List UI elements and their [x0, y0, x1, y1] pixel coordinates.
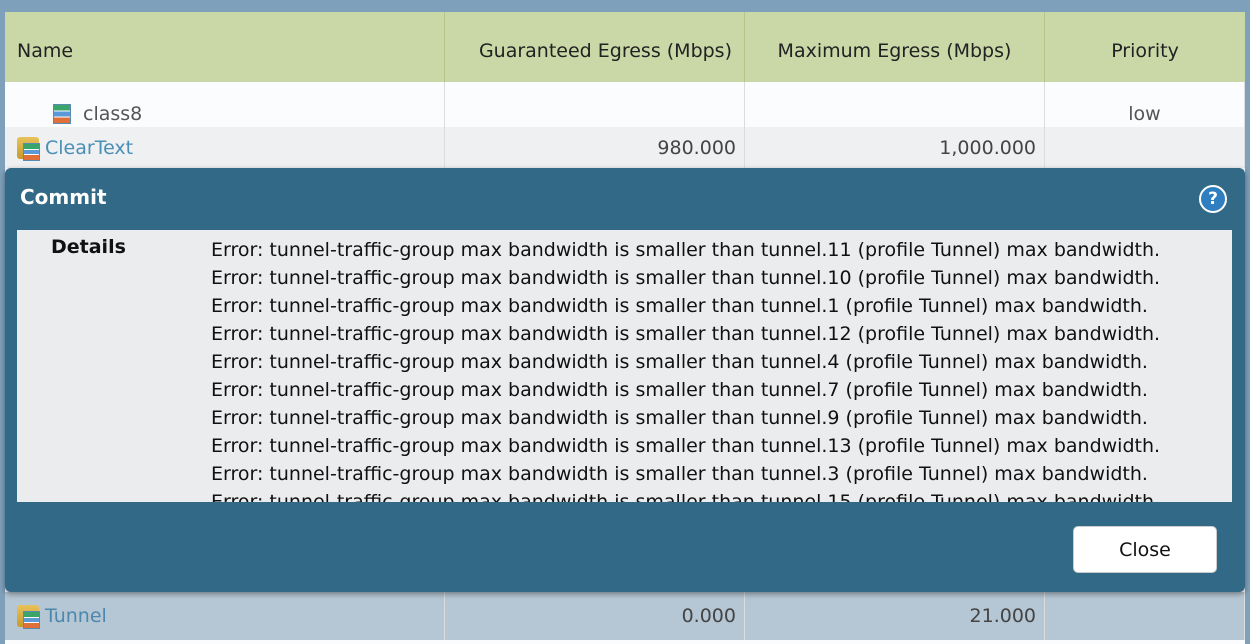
error-message: Error: tunnel-traffic-group max bandwidt…	[211, 379, 1148, 401]
row-name-link[interactable]: Tunnel	[45, 605, 107, 627]
row-maximum: 21.000	[745, 592, 1045, 640]
commit-dialog: Commit ? Details Error: tunnel-traffic-g…	[5, 168, 1245, 592]
table-row[interactable]: ClearText 980.000 1,000.000	[5, 127, 1245, 168]
profile-icon	[17, 605, 40, 629]
row-name-link[interactable]: ClearText	[45, 136, 134, 159]
error-message: Error: tunnel-traffic-group max bandwidt…	[211, 267, 1161, 289]
details-label: Details	[51, 236, 126, 258]
table-header: Name Guaranteed Egress (Mbps) Maximum Eg…	[5, 12, 1245, 91]
error-message: Error: tunnel-traffic-group max bandwidt…	[211, 407, 1148, 429]
class-icon	[53, 103, 71, 124]
row-guaranteed: 0.000	[445, 592, 745, 640]
error-message: Error: tunnel-traffic-group max bandwidt…	[211, 295, 1148, 317]
row-name: class8	[83, 102, 143, 125]
col-guaranteed[interactable]: Guaranteed Egress (Mbps)	[445, 12, 745, 89]
error-message: Error: tunnel-traffic-group max bandwidt…	[211, 463, 1148, 485]
row-maximum: 1,000.000	[745, 127, 1045, 168]
error-message: Error: tunnel-traffic-group max bandwidt…	[211, 239, 1161, 261]
table-row[interactable]: Tunnel 0.000 21.000	[5, 592, 1245, 640]
close-button[interactable]: Close	[1073, 526, 1217, 573]
col-priority[interactable]: Priority	[1111, 39, 1179, 62]
error-message: Error: tunnel-traffic-group max bandwidt…	[211, 491, 1161, 502]
row-guaranteed: 980.000	[445, 127, 745, 168]
dialog-title: Commit	[20, 185, 107, 209]
profile-icon	[17, 136, 40, 161]
help-icon[interactable]: ?	[1199, 185, 1227, 213]
details-panel[interactable]: Details Error: tunnel-traffic-group max …	[17, 230, 1232, 502]
error-message: Error: tunnel-traffic-group max bandwidt…	[211, 351, 1148, 373]
col-name[interactable]: Name	[5, 12, 445, 89]
error-message: Error: tunnel-traffic-group max bandwidt…	[211, 435, 1161, 457]
error-messages: Error: tunnel-traffic-group max bandwidt…	[211, 236, 1160, 502]
table-row[interactable]: class8 low	[5, 82, 1245, 127]
col-maximum[interactable]: Maximum Egress (Mbps)	[745, 12, 1045, 89]
error-message: Error: tunnel-traffic-group max bandwidt…	[211, 323, 1161, 345]
row-priority: low	[1045, 82, 1245, 127]
